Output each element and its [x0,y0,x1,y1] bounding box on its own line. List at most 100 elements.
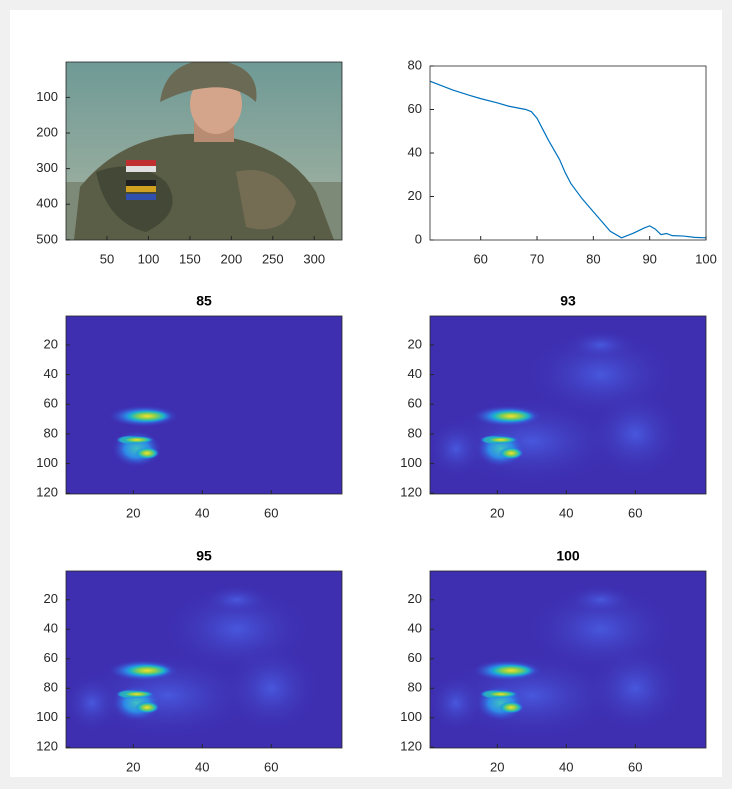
axes: 20 40 60 20 40 60 80 100 120 93 [400,293,707,520]
x-tick-label: 200 [220,251,242,266]
photo-patch [126,160,156,166]
heat-texture [566,330,636,360]
heat-blob [122,663,172,678]
y-tick-label: 20 [44,591,58,606]
y-tick-label: 60 [408,101,422,116]
y-tick-label: 20 [408,336,422,351]
y-tick-label: 60 [44,650,58,665]
y-tick-label: 60 [408,396,422,411]
heat-blob [135,447,160,460]
y-tick-label: 400 [36,196,58,211]
y-tick-label: 60 [44,396,58,411]
axes-box [65,570,343,749]
heat-blob [119,436,154,444]
y-tick-label: 40 [44,366,58,381]
heat-blob [486,663,536,678]
y-tick-label: 120 [36,485,58,500]
x-tick-label: 100 [138,251,160,266]
y-tick-label: 40 [408,144,422,159]
axes: 20 40 60 20 40 60 80 100 120 95 [36,548,343,774]
y-tick-label: 20 [408,188,422,203]
plot-content [66,62,342,240]
axes: 60 70 80 90 100 0 20 40 60 80 [408,57,717,266]
y-tick-label: 300 [36,160,58,175]
x-tick-label: 20 [126,505,140,520]
photo-camo [236,170,296,230]
plot-content [430,80,706,239]
photo-patch [126,186,156,192]
heat-texture [202,585,272,615]
heat-texture [430,419,484,479]
axes-box [65,315,343,495]
x-tick-label: 100 [695,251,717,266]
photo-helmet [160,62,257,102]
axes: 50 100 150 200 250 300 100 200 300 400 500 [36,61,343,266]
photo-patch [126,180,156,186]
heat-texture [430,673,484,733]
plot-content [430,316,706,494]
y-tick-label: 100 [36,455,58,470]
x-tick-label: 60 [473,251,487,266]
y-tick-label: 80 [408,57,422,72]
y-tick-label: 80 [44,425,58,440]
axes-box [429,315,707,495]
axes-title: 95 [196,548,212,564]
x-tick-label: 60 [628,759,642,774]
axes-box [65,61,343,241]
x-tick-label: 60 [264,505,278,520]
plot-content [430,571,706,748]
x-tick-label: 40 [559,759,573,774]
x-tick-label: 40 [559,505,573,520]
y-tick-label: 20 [44,336,58,351]
axes-title: 93 [560,293,576,309]
axes-title: 85 [196,293,212,309]
y-tick-label: 120 [400,485,422,500]
x-tick-label: 20 [490,759,504,774]
heat-blob [499,701,524,714]
y-tick-label: 40 [408,366,422,381]
x-tick-label: 90 [642,251,656,266]
y-tick-label: 0 [415,231,422,246]
y-tick-label: 100 [36,709,58,724]
plot-content [66,571,342,748]
y-tick-label: 200 [36,124,58,139]
heat-texture [66,673,120,733]
axes: 20 40 60 20 40 60 80 100 120 100 [400,548,707,774]
x-tick-label: 20 [490,505,504,520]
x-tick-label: 300 [303,251,325,266]
y-tick-label: 80 [408,425,422,440]
heat-blob [486,409,536,423]
y-tick-label: 40 [44,621,58,636]
y-tick-label: 100 [400,709,422,724]
x-tick-label: 250 [262,251,284,266]
plot-content [66,316,342,494]
heatmap-bg [66,316,342,494]
y-tick-label: 500 [36,231,58,246]
heat-blob [483,436,518,444]
x-tick-label: 70 [530,251,544,266]
x-tick-label: 80 [586,251,600,266]
heat-texture [586,644,684,733]
y-tick-label: 120 [400,739,422,754]
y-tick-label: 20 [408,591,422,606]
x-tick-label: 40 [195,505,209,520]
heat-texture [566,585,636,615]
heat-blob [483,690,518,698]
y-tick-label: 60 [408,650,422,665]
axes-title: 100 [556,548,580,564]
x-tick-label: 50 [100,251,114,266]
heat-texture [586,389,684,479]
heat-texture [222,644,320,733]
heat-blob [119,690,154,698]
x-tick-label: 60 [628,505,642,520]
axes-box [429,570,707,749]
y-tick-label: 80 [44,680,58,695]
x-tick-label: 40 [195,759,209,774]
y-tick-label: 120 [36,739,58,754]
photo-patch [126,194,156,200]
axes: 20 40 60 20 40 60 80 100 120 85 [36,293,343,520]
photo-patch [126,166,156,172]
photo-face [190,74,242,134]
y-tick-label: 80 [408,680,422,695]
